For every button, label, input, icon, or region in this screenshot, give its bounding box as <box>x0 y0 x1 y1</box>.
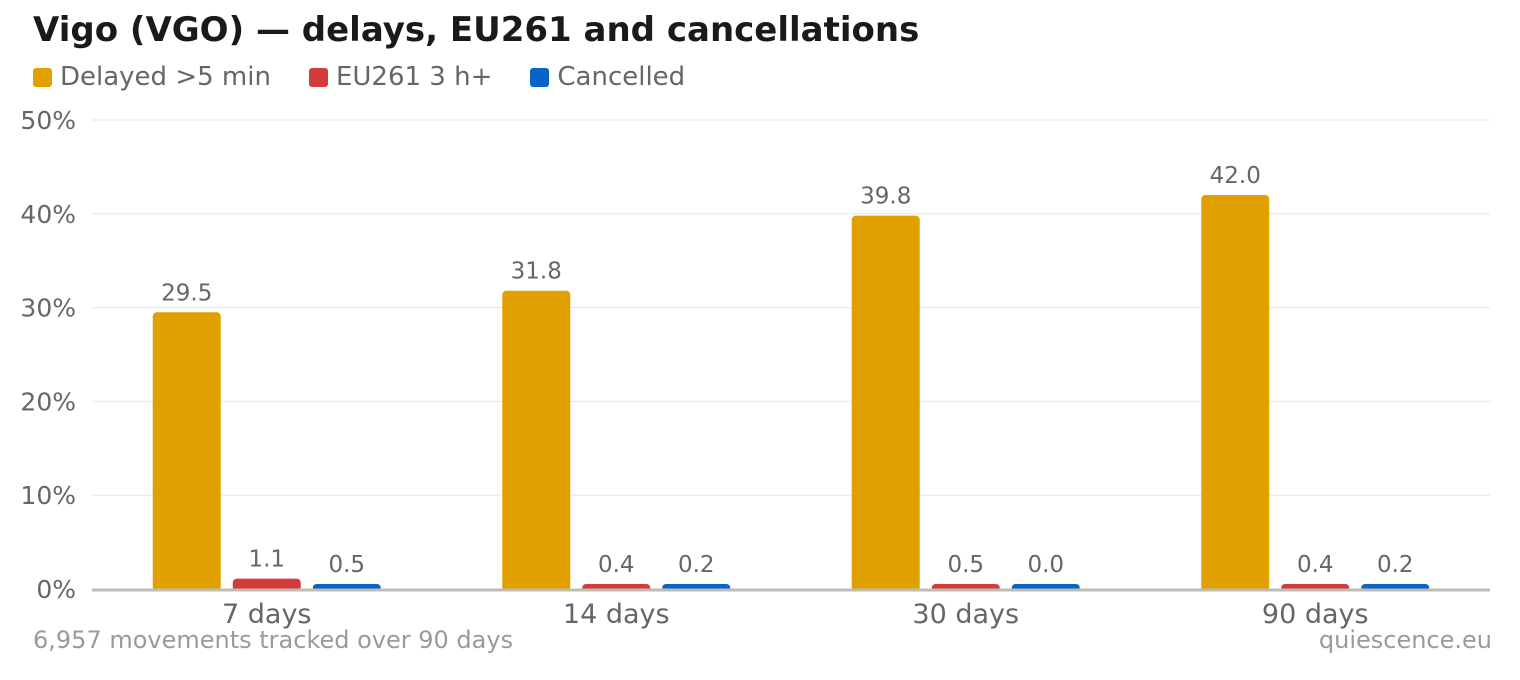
bars <box>152 195 1430 592</box>
data-labels: 29.5 1.1 0.5 31.8 0.4 0.2 39.8 0.5 0.0 42.0 0.4 0.2 <box>161 163 1413 578</box>
gridlines <box>92 119 1490 496</box>
data-label: 0.4 <box>598 552 635 578</box>
axes: 0% 10% 20% 30% 40% 50% 7 days 14 days 30 days 90 … <box>20 106 1490 630</box>
data-label: 0.5 <box>328 552 365 578</box>
data-label: 0.5 <box>947 552 984 578</box>
bar <box>232 578 301 591</box>
data-label: 39.8 <box>860 184 911 210</box>
bar <box>851 215 920 591</box>
chart-title: Vigo (VGO) — delays, EU261 and cancellat… <box>33 10 920 50</box>
data-label: 0.0 <box>1027 552 1064 578</box>
legend-item-eu261: EU261 3 h+ <box>308 62 493 92</box>
x-tick-label: 30 days <box>912 599 1019 630</box>
data-label: 0.2 <box>678 552 715 578</box>
chart-legend: Delayed >5 min EU261 3 h+ Cancelled <box>33 60 723 94</box>
data-label: 31.8 <box>511 259 562 285</box>
footer-note: 6,957 movements tracked over 90 days <box>33 626 514 654</box>
y-tick-label: 50% <box>20 106 76 135</box>
y-tick-label: 10% <box>20 481 76 510</box>
legend-item-delayed: Delayed >5 min <box>33 62 271 92</box>
y-tick-label: 30% <box>20 294 76 323</box>
legend-label-delayed: Delayed >5 min <box>60 62 271 92</box>
y-tick-label: 20% <box>20 387 76 416</box>
legend-item-cancelled: Cancelled <box>530 62 685 92</box>
data-label: 0.2 <box>1377 552 1414 578</box>
y-tick-label: 0% <box>36 575 76 604</box>
data-label: 29.5 <box>161 280 212 306</box>
legend-swatch-eu261 <box>308 67 328 87</box>
legend-swatch-cancelled <box>530 67 550 87</box>
x-tick-label: 7 days <box>222 599 312 630</box>
bar <box>152 312 221 591</box>
x-tick-label: 14 days <box>563 599 670 630</box>
bar <box>1201 195 1270 592</box>
data-label: 42.0 <box>1210 163 1261 189</box>
y-tick-label: 40% <box>20 200 76 229</box>
bar <box>502 290 571 591</box>
legend-swatch-delayed <box>33 67 52 87</box>
data-label: 1.1 <box>248 547 285 573</box>
footer-source: quiescence.eu <box>1318 626 1492 654</box>
legend-label-cancelled: Cancelled <box>557 62 686 92</box>
legend-label-eu261: EU261 3 h+ <box>335 62 493 92</box>
x-tick-label: 90 days <box>1262 599 1369 630</box>
data-label: 0.4 <box>1297 552 1334 578</box>
